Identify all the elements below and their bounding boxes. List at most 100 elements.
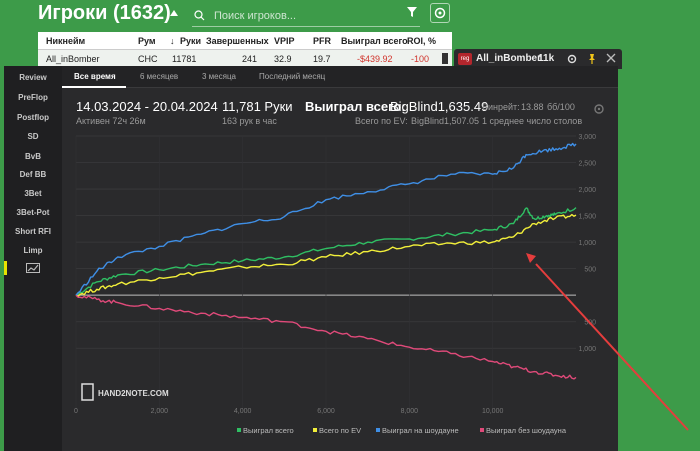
- pin-icon[interactable]: [586, 53, 598, 65]
- sidebar-item-review[interactable]: Review: [19, 73, 47, 82]
- table-header: Никнейм Рум ↓ Руки Завершенных VPIP PFR …: [38, 32, 452, 49]
- close-icon[interactable]: [606, 53, 616, 63]
- y-tick-label: 2,500: [578, 161, 596, 168]
- series-line: [75, 294, 577, 380]
- x-tick-label: 0: [74, 408, 78, 415]
- y-tick-label: 2,000: [578, 187, 596, 194]
- graph-icon[interactable]: [26, 263, 40, 273]
- popup-player-name: All_inBomber: [476, 53, 542, 64]
- sidebar-item-preflop[interactable]: PreFlop: [18, 93, 48, 102]
- arrow-line: [535, 263, 689, 431]
- row-room: CHC: [138, 54, 158, 64]
- gear-icon[interactable]: [566, 53, 578, 65]
- logo-mark: [81, 383, 94, 401]
- row-finished: 241: [242, 54, 258, 64]
- legend-label: Выиграл всего: [243, 426, 294, 435]
- hand2note-logo: HAND2NOTE.COM: [81, 383, 169, 401]
- row-won: -$439.92: [357, 54, 393, 64]
- row-nickname: All_inBomber: [46, 54, 100, 64]
- winrate-value: 13.88: [521, 102, 544, 112]
- col-hands[interactable]: Руки: [180, 36, 202, 46]
- col-room[interactable]: Рум: [138, 36, 156, 46]
- col-pfr[interactable]: PFR: [313, 36, 331, 46]
- row-pfr: 19.7: [313, 54, 331, 64]
- gear-icon: [434, 7, 446, 19]
- sidebar-item-3bet-pot[interactable]: 3Bet-Pot: [16, 208, 50, 217]
- x-tick-label: 10,000: [482, 408, 504, 415]
- series-line: [75, 213, 577, 298]
- sidebar-item-postflop[interactable]: Postflop: [17, 113, 49, 122]
- active-time: Активен 72ч 26м: [76, 116, 146, 126]
- legend-label: Выиграл без шоудауна: [486, 426, 567, 435]
- series-line: [75, 142, 577, 296]
- winrate-label: Винрейт:: [482, 102, 520, 112]
- legend-label: Всего по EV: [319, 426, 361, 435]
- col-roi[interactable]: ROI, %: [407, 36, 437, 46]
- sort-down-icon: ↓: [170, 36, 175, 46]
- arrow-head: [526, 253, 536, 263]
- popup-hands: 11k: [538, 53, 555, 64]
- search-icon: [194, 10, 205, 21]
- won-value: BigBlind1,635.49: [390, 99, 489, 114]
- player-popup-header: reg All_inBomber 11k: [454, 49, 622, 69]
- col-vpip[interactable]: VPIP: [274, 36, 295, 46]
- avg-tables: 1 среднее число столов: [482, 116, 583, 126]
- col-finished[interactable]: Завершенных: [206, 36, 269, 46]
- col-nickname[interactable]: Никнейм: [46, 36, 86, 46]
- sidebar-item-def-bb[interactable]: Def BB: [19, 170, 47, 179]
- hands-rate: 163 рук в час: [222, 116, 277, 126]
- tab-last-month[interactable]: Последний месяц: [259, 72, 326, 81]
- chart-legend: Выиграл всего Всего по EV Выиграл на шоуда…: [237, 426, 567, 435]
- tab-3-months[interactable]: 3 месяца: [202, 72, 236, 81]
- x-tick-label: 2,000: [151, 408, 169, 415]
- logo-text: HAND2NOTE.COM: [98, 389, 169, 398]
- sidebar-item-sd[interactable]: SD: [27, 132, 39, 141]
- period-tabs: Все время 6 месяцев 3 месяца Последний м…: [62, 66, 618, 88]
- legend-swatch: [376, 428, 380, 432]
- row-marker: [442, 53, 448, 64]
- winrate-unit: бб/100: [547, 102, 575, 112]
- stats-window: Review PreFlop Postflop SD BvB Def BB 3B…: [4, 66, 618, 451]
- series-line: [75, 207, 577, 296]
- x-tick-label: 4,000: [234, 408, 252, 415]
- hands-total: 11,781 Руки: [222, 99, 293, 114]
- caret-up-icon[interactable]: [170, 10, 178, 16]
- legend-label: Выиграл на шоудауне: [382, 426, 459, 435]
- sidebar-item-3bet[interactable]: 3Bet: [24, 189, 42, 198]
- row-roi: -100: [411, 54, 430, 64]
- sidebar-item-limp[interactable]: Limp: [23, 246, 43, 255]
- x-tick-labels: 0 2,000 4,000 6,000 8,000 10,000: [74, 408, 503, 415]
- settings-button[interactable]: [430, 3, 450, 23]
- y-tick-label: 3,000: [578, 134, 596, 141]
- won-label: Выиграл всего:: [305, 99, 406, 114]
- row-hands: 11781: [172, 54, 197, 64]
- player-tag: reg: [458, 53, 472, 65]
- sidebar-item-bvb[interactable]: BvB: [24, 152, 41, 161]
- stats-sidebar: Review PreFlop Postflop SD BvB Def BB 3B…: [4, 66, 62, 451]
- x-tick-label: 6,000: [317, 408, 335, 415]
- gear-icon[interactable]: [592, 102, 606, 116]
- player-search[interactable]: [192, 6, 420, 27]
- y-tick-label: 1,500: [578, 214, 596, 221]
- legend-swatch: [480, 428, 484, 432]
- ev-value: BigBlind1,507.05: [411, 116, 480, 126]
- sidebar-item-short-rfi[interactable]: Short RFI: [15, 227, 51, 236]
- y-tick-label: 1,000: [578, 346, 596, 353]
- date-range: 14.03.2024 - 20.04.2024: [76, 99, 218, 114]
- players-title: Игроки (1632): [38, 2, 171, 24]
- legend-swatch: [313, 428, 317, 432]
- search-input[interactable]: [212, 6, 416, 26]
- active-indicator: [4, 261, 7, 275]
- y-tick-label: 500: [584, 267, 596, 274]
- x-tick-label: 8,000: [401, 408, 419, 415]
- table-row[interactable]: All_inBomber CHC 11781 241 32.9 19.7 -$4…: [38, 49, 452, 67]
- col-won[interactable]: Выиграл всего: [341, 36, 408, 46]
- tab-underline: [62, 86, 126, 88]
- tab-all-time[interactable]: Все время: [74, 72, 116, 81]
- players-table: Никнейм Рум ↓ Руки Завершенных VPIP PFR …: [38, 32, 452, 67]
- y-tick-label: 1,000: [578, 240, 596, 247]
- filter-icon[interactable]: [406, 6, 418, 18]
- tab-6-months[interactable]: 6 месяцев: [140, 72, 179, 81]
